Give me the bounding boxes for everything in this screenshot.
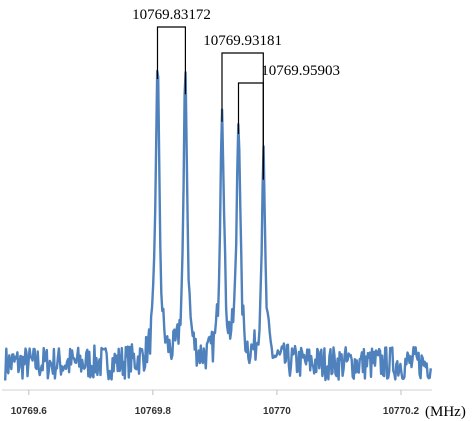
peak-bracket xyxy=(221,52,264,180)
peak-frequency-label: 10769.95903 xyxy=(261,63,340,79)
x-tick-label: 10769.8 xyxy=(135,406,172,417)
x-tick-label: 10769.6 xyxy=(11,406,48,417)
x-axis-unit-label: (MHz) xyxy=(425,404,466,420)
peak-frequency-label: 10769.83172 xyxy=(132,7,211,23)
peak-annotations: 10769.83172 10769.93181 10769.95903 xyxy=(132,7,340,180)
x-tick-label: 10770 xyxy=(263,406,291,417)
x-axis-ticks: 10769.6 10769.8 10770 10770.2 xyxy=(11,390,420,417)
peak-bracket xyxy=(156,26,186,95)
x-tick-label: 10770.2 xyxy=(383,406,420,417)
peak-frequency-label: 10769.93181 xyxy=(203,33,282,49)
peak-bracket xyxy=(237,82,264,180)
spectrum-series-line xyxy=(4,69,432,382)
